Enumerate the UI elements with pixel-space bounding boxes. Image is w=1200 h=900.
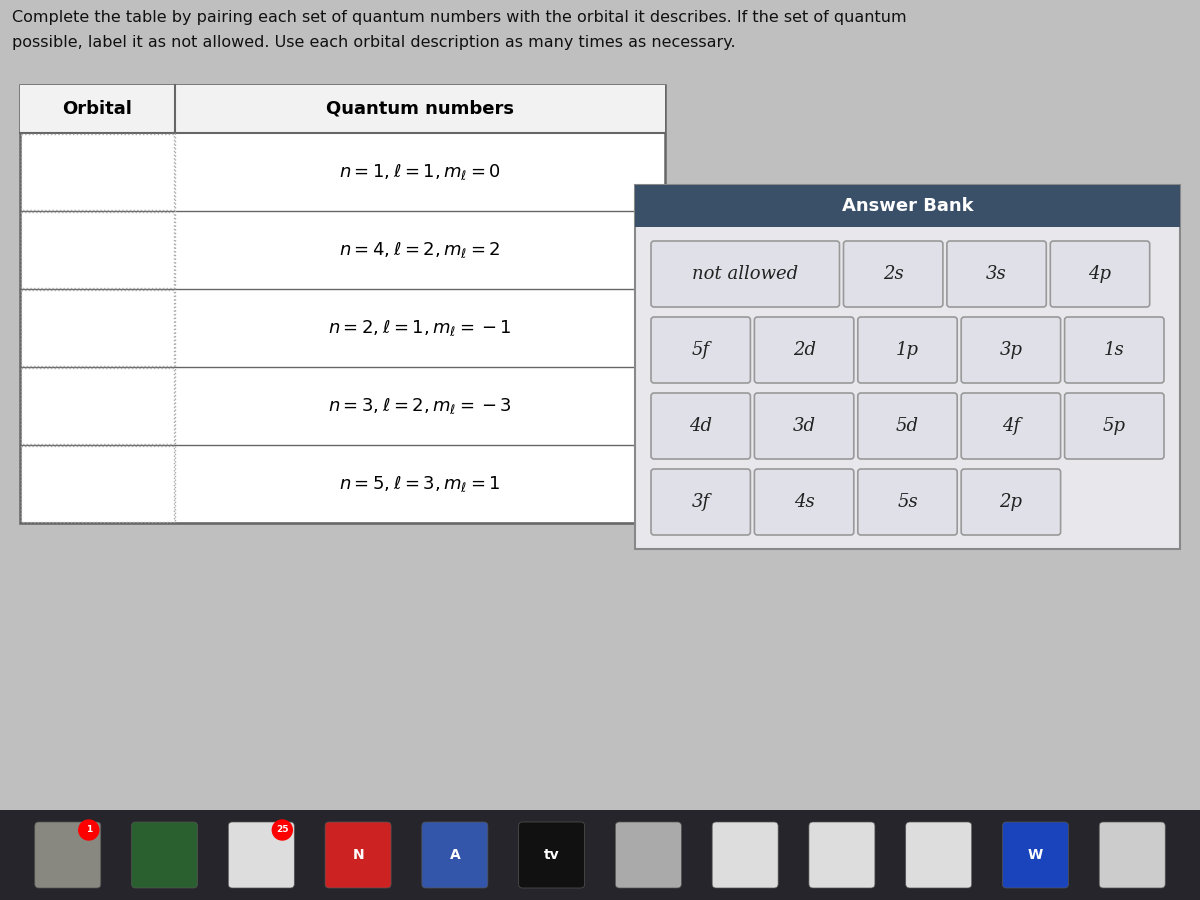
FancyBboxPatch shape xyxy=(422,822,488,888)
Bar xyxy=(22,134,174,210)
FancyBboxPatch shape xyxy=(228,822,294,888)
Text: 1: 1 xyxy=(85,825,92,834)
FancyBboxPatch shape xyxy=(1002,822,1068,888)
Text: 1p: 1p xyxy=(896,341,919,359)
Bar xyxy=(635,185,1180,549)
FancyBboxPatch shape xyxy=(35,822,101,888)
FancyBboxPatch shape xyxy=(961,393,1061,459)
Bar xyxy=(0,810,1200,900)
FancyBboxPatch shape xyxy=(755,469,854,535)
Text: 4f: 4f xyxy=(1002,417,1020,435)
Text: 4s: 4s xyxy=(793,493,815,511)
Text: W: W xyxy=(1028,848,1043,862)
FancyBboxPatch shape xyxy=(1064,393,1164,459)
Text: 1s: 1s xyxy=(1104,341,1124,359)
FancyBboxPatch shape xyxy=(132,822,198,888)
FancyBboxPatch shape xyxy=(755,317,854,383)
Text: 5d: 5d xyxy=(896,417,919,435)
FancyBboxPatch shape xyxy=(1099,822,1165,888)
Text: Quantum numbers: Quantum numbers xyxy=(326,100,514,118)
FancyBboxPatch shape xyxy=(1064,317,1164,383)
Text: A: A xyxy=(450,848,461,862)
Text: 25: 25 xyxy=(276,825,288,834)
Text: Answer Bank: Answer Bank xyxy=(841,197,973,215)
Bar xyxy=(20,85,665,523)
FancyBboxPatch shape xyxy=(844,241,943,307)
FancyBboxPatch shape xyxy=(650,393,750,459)
Bar xyxy=(22,446,174,522)
Text: possible, label it as not allowed. Use each orbital description as many times as: possible, label it as not allowed. Use e… xyxy=(12,35,736,50)
Bar xyxy=(22,368,174,444)
Text: Orbital: Orbital xyxy=(62,100,132,118)
Bar xyxy=(22,212,174,288)
Text: $n = 3, \ell = 2, m_\ell = -3$: $n = 3, \ell = 2, m_\ell = -3$ xyxy=(328,396,512,416)
Circle shape xyxy=(272,820,293,840)
FancyBboxPatch shape xyxy=(650,241,840,307)
Text: $n = 1, \ell = 1, m_\ell = 0$: $n = 1, \ell = 1, m_\ell = 0$ xyxy=(340,162,500,182)
FancyBboxPatch shape xyxy=(858,393,958,459)
FancyBboxPatch shape xyxy=(858,469,958,535)
FancyBboxPatch shape xyxy=(947,241,1046,307)
Text: $n = 4, \ell = 2, m_\ell = 2$: $n = 4, \ell = 2, m_\ell = 2$ xyxy=(340,240,500,260)
Text: Complete the table by pairing each set of quantum numbers with the orbital it de: Complete the table by pairing each set o… xyxy=(12,10,907,25)
Text: $n = 2, \ell = 1, m_\ell = -1$: $n = 2, \ell = 1, m_\ell = -1$ xyxy=(329,318,511,338)
FancyBboxPatch shape xyxy=(858,317,958,383)
Text: 3d: 3d xyxy=(793,417,816,435)
Text: 4p: 4p xyxy=(1088,265,1111,283)
Text: 5s: 5s xyxy=(898,493,918,511)
Text: 2d: 2d xyxy=(793,341,816,359)
Text: N: N xyxy=(353,848,364,862)
Text: 2s: 2s xyxy=(883,265,904,283)
FancyBboxPatch shape xyxy=(325,822,391,888)
FancyBboxPatch shape xyxy=(961,469,1061,535)
Text: not allowed: not allowed xyxy=(692,265,798,283)
FancyBboxPatch shape xyxy=(518,822,584,888)
Text: tv: tv xyxy=(544,848,559,862)
Text: 5f: 5f xyxy=(691,341,709,359)
Text: 2p: 2p xyxy=(1000,493,1022,511)
Text: $n = 5, \ell = 3, m_\ell = 1$: $n = 5, \ell = 3, m_\ell = 1$ xyxy=(340,474,500,494)
Text: 4d: 4d xyxy=(689,417,713,435)
Text: 5p: 5p xyxy=(1103,417,1126,435)
Text: 3f: 3f xyxy=(691,493,709,511)
Text: 3s: 3s xyxy=(986,265,1007,283)
FancyBboxPatch shape xyxy=(650,469,750,535)
FancyBboxPatch shape xyxy=(616,822,682,888)
Bar xyxy=(22,290,174,366)
FancyBboxPatch shape xyxy=(1050,241,1150,307)
Bar xyxy=(20,85,665,133)
Bar xyxy=(635,185,1180,227)
FancyBboxPatch shape xyxy=(755,393,854,459)
FancyBboxPatch shape xyxy=(906,822,972,888)
Circle shape xyxy=(79,820,98,840)
FancyBboxPatch shape xyxy=(712,822,778,888)
FancyBboxPatch shape xyxy=(961,317,1061,383)
FancyBboxPatch shape xyxy=(650,317,750,383)
FancyBboxPatch shape xyxy=(809,822,875,888)
Text: 3p: 3p xyxy=(1000,341,1022,359)
